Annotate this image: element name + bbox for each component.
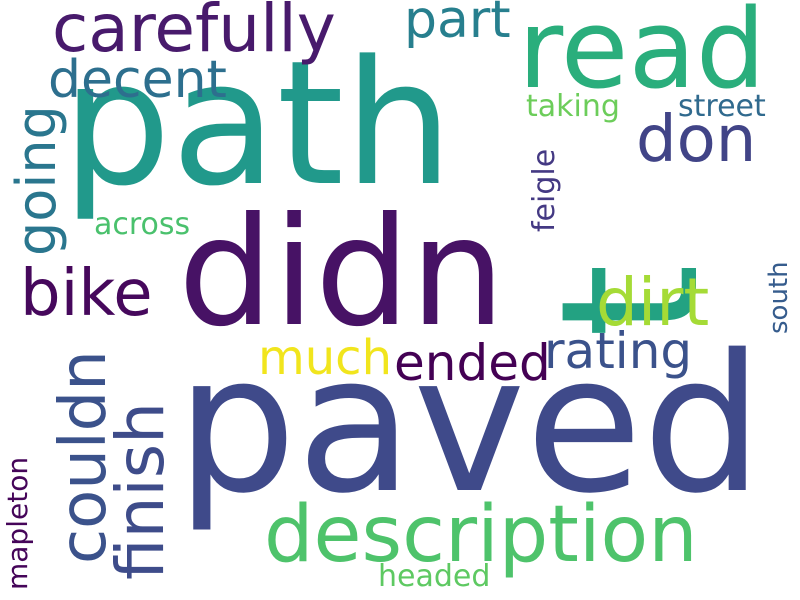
word-going: going — [5, 105, 68, 256]
word-carefully: carefully — [52, 0, 336, 67]
word-feigle: feigle — [527, 148, 562, 232]
word-don: don — [636, 103, 757, 177]
word-across: across — [94, 207, 191, 242]
word-didn: didn — [178, 186, 506, 360]
word-headed: headed — [378, 559, 491, 594]
word-bike: bike — [20, 257, 153, 331]
word-description: description — [264, 490, 698, 580]
word-read: read — [518, 0, 766, 113]
word-south: south — [764, 261, 794, 334]
word-ended: ended — [394, 334, 551, 392]
word-taking: taking — [526, 89, 620, 124]
word-finish: finish — [102, 402, 179, 580]
word-mapleton: mapleton — [1, 456, 34, 590]
word-much: much — [258, 330, 392, 386]
word-street: street — [678, 89, 766, 124]
word-dirt: dirt — [596, 264, 710, 341]
word-path: path — [62, 23, 454, 224]
word-decent: decent — [48, 50, 227, 110]
word-rating: rating — [544, 322, 693, 380]
word-part: part — [404, 0, 511, 50]
word-paved: paved — [176, 314, 763, 535]
